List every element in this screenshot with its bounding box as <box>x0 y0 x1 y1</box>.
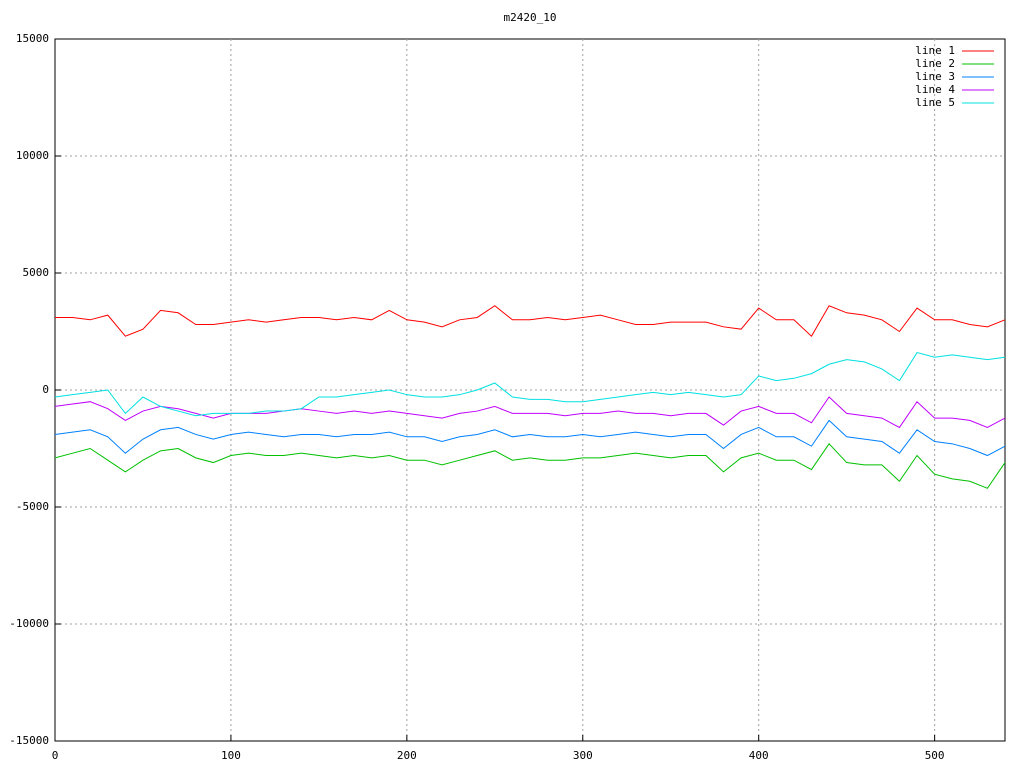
series-line <box>54 396 1006 429</box>
chart-title: m2420_10 <box>504 11 557 24</box>
y-tick-label: 0 <box>42 383 49 396</box>
legend-label: line 2 <box>915 57 955 70</box>
series-line <box>54 443 1006 489</box>
x-tick-label: 0 <box>52 749 59 762</box>
x-tick-label: 100 <box>221 749 241 762</box>
x-tick-label: 200 <box>397 749 417 762</box>
legend-label: line 4 <box>915 83 955 96</box>
y-tick-label: -15000 <box>9 734 49 747</box>
series-line <box>54 351 1006 417</box>
series-line <box>55 305 1006 337</box>
y-tick-label: 10000 <box>16 149 49 162</box>
legend-label: line 3 <box>915 70 955 83</box>
x-tick-label: 500 <box>925 749 945 762</box>
y-tick-label: 5000 <box>23 266 50 279</box>
y-tick-label: 15000 <box>16 32 49 45</box>
x-tick-label: 300 <box>573 749 593 762</box>
legend-label: line 1 <box>915 44 955 57</box>
x-tick-label: 400 <box>749 749 769 762</box>
y-tick-label: -10000 <box>9 617 49 630</box>
legend-label: line 5 <box>915 96 955 109</box>
series-line <box>54 419 1006 457</box>
y-tick-label: -5000 <box>16 500 49 513</box>
